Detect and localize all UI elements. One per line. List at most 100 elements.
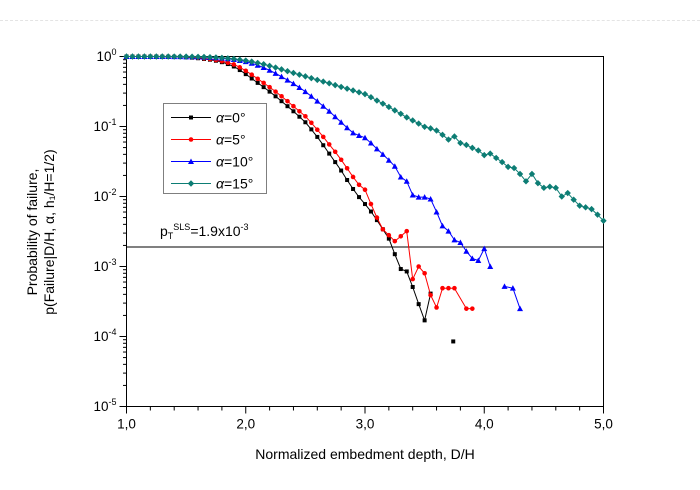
data-point-diamond <box>153 53 160 60</box>
data-point-circle <box>188 137 194 142</box>
series-α=15° <box>123 53 607 224</box>
data-point-triangle <box>314 98 321 104</box>
data-point-square <box>422 318 427 323</box>
data-point-circle <box>225 60 231 66</box>
data-point-triangle <box>427 196 434 202</box>
data-point-diamond <box>326 80 333 87</box>
data-point-square <box>255 80 260 85</box>
data-point-diamond <box>516 170 524 178</box>
data-point-triangle <box>284 77 291 83</box>
data-point-square <box>285 104 290 109</box>
data-point-diamond <box>141 53 148 60</box>
x-tick-label: 4,0 <box>475 417 494 432</box>
x-tick-label: 3,0 <box>356 417 375 432</box>
data-point-triangle <box>439 222 446 229</box>
data-point-diamond <box>487 150 494 157</box>
data-point-triangle <box>463 248 470 254</box>
data-point-triangle <box>326 108 333 114</box>
data-point-triangle <box>475 257 482 263</box>
data-point-circle <box>404 228 410 234</box>
threshold-annotation-subscript: T <box>167 231 174 241</box>
data-point-circle <box>320 134 326 140</box>
data-point-diamond <box>433 127 440 134</box>
data-point-square <box>303 120 308 125</box>
data-point-square <box>237 68 242 73</box>
data-point-diamond <box>457 139 464 147</box>
threshold-annotation-exponent: -3 <box>240 222 249 232</box>
data-point-diamond <box>475 147 482 154</box>
data-point-diamond <box>463 141 470 149</box>
data-point-triangle <box>391 163 398 169</box>
data-point-square <box>363 202 367 207</box>
data-point-square <box>279 99 284 104</box>
data-point-diamond <box>187 180 195 187</box>
data-point-triangle <box>367 140 374 146</box>
data-point-square <box>345 178 350 183</box>
data-point-diamond <box>176 53 184 60</box>
data-point-diamond <box>343 85 351 92</box>
data-point-circle <box>422 270 427 276</box>
data-point-circle <box>350 174 356 180</box>
data-point-triangle <box>469 255 476 262</box>
y-tick-label: 10-4 <box>93 327 116 344</box>
data-point-circle <box>332 149 338 155</box>
legend-label: α=5° <box>216 131 246 147</box>
data-point-diamond <box>373 97 381 104</box>
data-point-circle <box>410 276 416 282</box>
data-point-diamond <box>540 184 548 192</box>
data-point-diamond <box>337 83 345 91</box>
data-point-diamond <box>582 204 589 211</box>
data-point-triangle <box>379 151 386 157</box>
data-point-diamond <box>570 196 577 203</box>
x-tick-label: 1,0 <box>117 417 136 432</box>
y-tick-label: 10-2 <box>93 187 116 204</box>
data-point-square <box>267 89 272 94</box>
data-point-circle <box>243 68 249 74</box>
data-point-diamond <box>290 69 297 77</box>
data-point-triangle <box>433 209 440 215</box>
data-point-diamond <box>182 53 190 60</box>
data-point-diamond <box>439 131 446 139</box>
data-point-diamond <box>224 55 232 62</box>
data-point-diamond <box>212 54 220 61</box>
data-point-circle <box>362 187 368 193</box>
data-point-diamond <box>206 54 214 61</box>
data-point-square <box>333 160 338 165</box>
data-point-diamond <box>200 53 208 61</box>
data-point-diamond <box>391 107 399 114</box>
data-point-triangle <box>278 73 285 80</box>
data-point-square <box>327 151 332 156</box>
data-point-circle <box>249 72 255 77</box>
x-axis: 1,0 2,0 3,0 4,0 5,0 <box>117 406 613 432</box>
data-point-circle <box>398 234 404 239</box>
data-point-triangle <box>188 158 194 164</box>
data-point-diamond <box>522 178 530 185</box>
threshold-annotation: pTSLS=1.9x10-3 <box>160 222 249 241</box>
data-point-circle <box>392 238 398 244</box>
data-point-square <box>297 114 302 119</box>
x-axis-label: Normalized embedment depth, D/H <box>255 446 475 462</box>
data-point-circle <box>237 65 243 70</box>
data-point-square <box>374 218 379 223</box>
data-point-diamond <box>254 59 261 67</box>
y-tick-label: 10-5 <box>93 397 116 414</box>
x-tick-label: 2,0 <box>236 417 255 432</box>
data-point-square <box>291 109 296 114</box>
data-point-circle <box>267 84 272 90</box>
data-point-triangle <box>373 145 380 152</box>
data-point-square <box>189 115 193 120</box>
data-point-diamond <box>165 53 172 60</box>
data-point-diamond <box>242 57 249 64</box>
data-point-triangle <box>290 80 297 87</box>
data-point-triangle <box>517 305 524 312</box>
data-point-diamond <box>552 184 559 192</box>
y-axis-label-line2: p(Failure|D/H, α, h₁/H=1/2) <box>41 149 57 315</box>
legend-label: α=0° <box>216 109 246 125</box>
data-point-circle <box>309 120 314 126</box>
y-axis-label-line1: Probability of failure, <box>24 168 40 296</box>
data-point-diamond <box>135 53 142 60</box>
data-point-diamond <box>147 53 154 60</box>
data-point-diamond <box>421 123 428 131</box>
data-point-diamond <box>349 87 357 94</box>
